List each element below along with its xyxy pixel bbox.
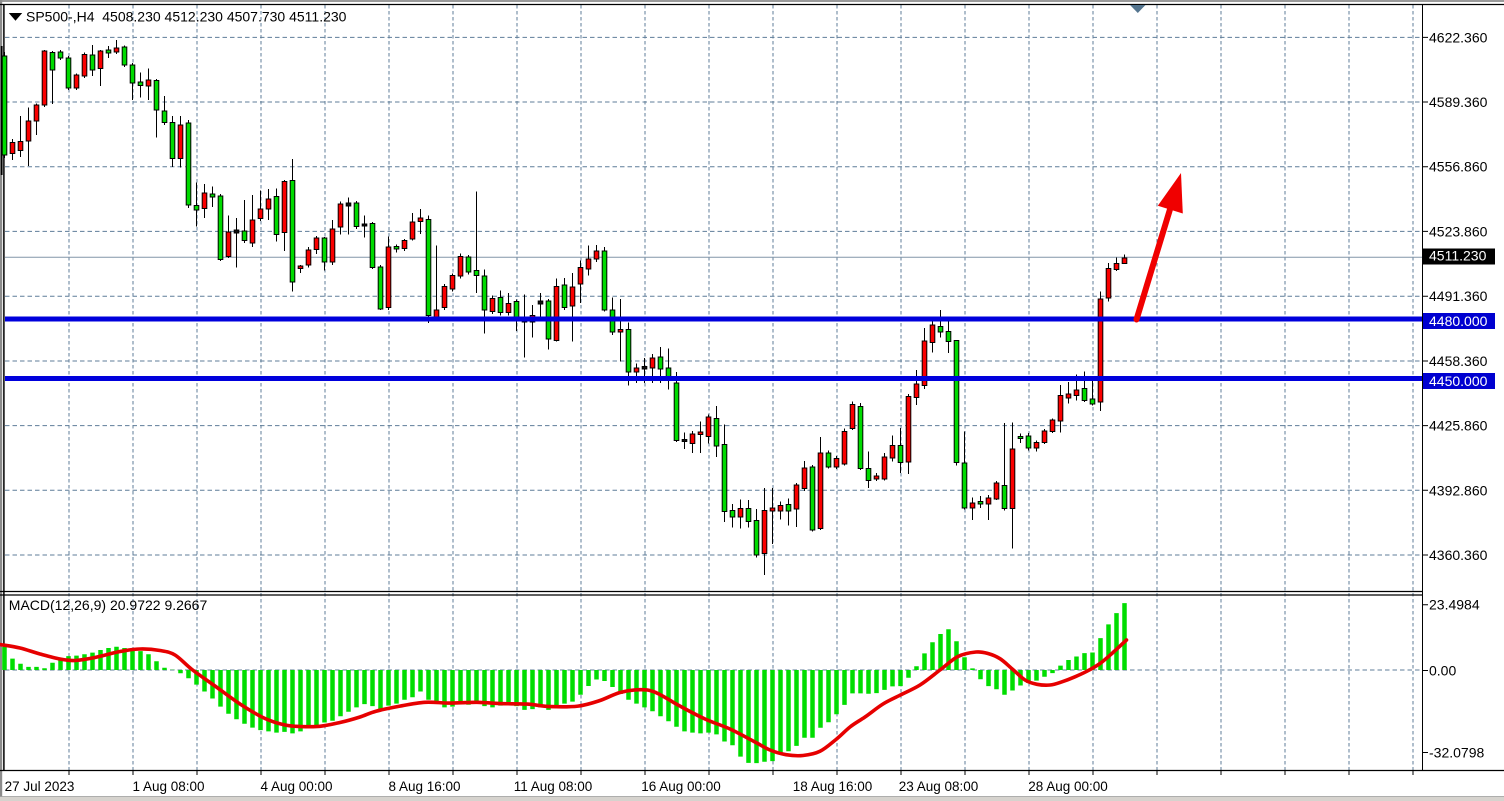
svg-text:11 Aug 08:00: 11 Aug 08:00 bbox=[514, 779, 593, 794]
svg-text:MACD(12,26,9) 20.9722 9.2667: MACD(12,26,9) 20.9722 9.2667 bbox=[9, 597, 208, 613]
svg-text:-32.0798: -32.0798 bbox=[1429, 745, 1484, 761]
svg-text:4480.000: 4480.000 bbox=[1429, 313, 1488, 329]
svg-text:4491.360: 4491.360 bbox=[1429, 288, 1488, 304]
svg-text:4458.360: 4458.360 bbox=[1429, 353, 1488, 369]
svg-text:4392.860: 4392.860 bbox=[1429, 482, 1488, 498]
svg-text:23.4984: 23.4984 bbox=[1429, 597, 1480, 613]
svg-text:8 Aug 16:00: 8 Aug 16:00 bbox=[388, 779, 460, 794]
svg-text:4511.230: 4511.230 bbox=[1429, 248, 1487, 264]
svg-text:4450.000: 4450.000 bbox=[1429, 373, 1488, 389]
svg-text:0.00: 0.00 bbox=[1429, 663, 1456, 679]
svg-text:1 Aug 08:00: 1 Aug 08:00 bbox=[132, 779, 204, 794]
svg-text:4589.360: 4589.360 bbox=[1429, 94, 1488, 110]
svg-text:4523.860: 4523.860 bbox=[1429, 223, 1488, 239]
svg-text:4425.860: 4425.860 bbox=[1429, 418, 1488, 434]
svg-text:4360.360: 4360.360 bbox=[1429, 547, 1488, 563]
svg-text:16 Aug 00:00: 16 Aug 00:00 bbox=[641, 779, 721, 794]
svg-text:SP500-,H4 4508.230 4512.230 4: SP500-,H4 4508.230 4512.230 4507.730 451… bbox=[26, 9, 347, 25]
svg-text:4556.860: 4556.860 bbox=[1429, 159, 1488, 175]
svg-text:4622.360: 4622.360 bbox=[1429, 29, 1488, 45]
svg-text:18 Aug 16:00: 18 Aug 16:00 bbox=[793, 779, 873, 794]
svg-text:27 Jul 2023: 27 Jul 2023 bbox=[5, 779, 75, 794]
svg-text:23 Aug 08:00: 23 Aug 08:00 bbox=[899, 779, 979, 794]
svg-text:28 Aug 00:00: 28 Aug 00:00 bbox=[1028, 779, 1108, 794]
svg-text:4 Aug 00:00: 4 Aug 00:00 bbox=[260, 779, 332, 794]
